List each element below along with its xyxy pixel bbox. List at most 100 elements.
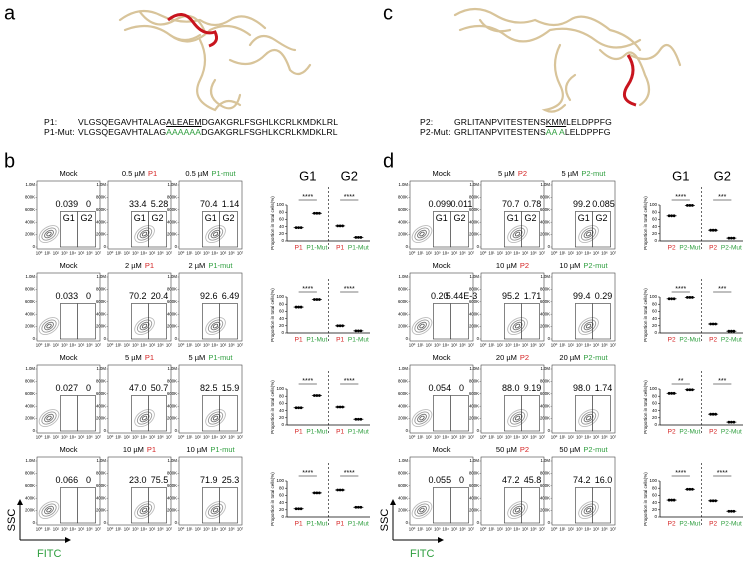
flow-y-tick-label: 600K [96, 391, 106, 396]
contour [139, 321, 150, 331]
flow-x-tick-label: 10⁶ [86, 435, 93, 440]
flow-y-tick-label: 0 [477, 428, 480, 433]
dot-point [711, 228, 715, 232]
flow-x-tick-label: 10⁷ [539, 435, 546, 440]
contour [417, 505, 427, 515]
title-part: 5 µM [125, 353, 142, 362]
flow-x-tick-label: 10³ [203, 251, 210, 256]
contour [411, 317, 433, 336]
flow-y-tick-label: 200K [167, 232, 177, 237]
flow-x-tick-label: 10⁷ [468, 343, 475, 348]
flow-x-tick-label: 10⁴ [442, 435, 449, 440]
dot-x-label: P1 [295, 337, 303, 344]
title-part: Mock [433, 261, 451, 270]
contour [419, 415, 425, 421]
gate-g2-value: 50.7 [151, 383, 169, 393]
dot-point [727, 236, 731, 240]
flow-y-tick-label: 400K [25, 403, 35, 408]
flow-y-tick-label: 600K [540, 207, 550, 212]
dot-y-tick-label: 40 [652, 316, 658, 321]
sequence-label: P2-Mut: [420, 127, 451, 137]
contour [44, 229, 54, 239]
flow-y-tick-label: 600K [398, 483, 408, 488]
title-part: P2-mut [583, 445, 608, 454]
flow-y-tick-label: 800K [469, 471, 479, 476]
flow-x-tick-label: 10⁰ [107, 343, 114, 348]
flow-y-tick-label: 0 [548, 520, 551, 525]
flow-x-tick-label: 10¹ [115, 435, 122, 440]
gate-g1-value: 0.039 [56, 199, 79, 209]
contour [580, 411, 597, 425]
dot-point [294, 507, 298, 511]
flow-plot-title: 5 µM P2-mut [561, 169, 606, 178]
flow-y-tick-label: 0 [477, 336, 480, 341]
flow-x-tick-label: 10⁰ [178, 251, 185, 256]
title-part: P2 [520, 445, 529, 454]
dot-point [714, 412, 718, 416]
contour [207, 411, 224, 425]
dot-y-tick-label: 40 [279, 408, 285, 413]
flow-x-tick-label: 10⁴ [211, 251, 218, 256]
contour [141, 323, 148, 329]
gate-g2 [77, 211, 96, 248]
flow-plot-title: 50 µM P2-mut [559, 445, 608, 454]
dot-point [685, 388, 689, 392]
flow-y-tick-label: 800K [398, 379, 408, 384]
flow-x-tick-label: 10⁶ [530, 527, 537, 532]
flow-y-tick-label: 1.0M [25, 182, 35, 187]
flow-plot-frame [480, 180, 545, 250]
flow-y-tick-label: 400K [167, 311, 177, 316]
flow-x-tick-label: 10³ [576, 251, 583, 256]
dot-point [727, 509, 731, 513]
gate-g1-value: 0.055 [429, 475, 452, 485]
dot-point [732, 329, 736, 333]
flow-x-tick-label: 10² [53, 343, 60, 348]
title-part: 10 µM [186, 445, 207, 454]
flow-y-tick-label: 400K [540, 311, 550, 316]
flow-plot-frame [36, 364, 101, 434]
dot-point [729, 329, 733, 333]
flow-x-tick-label: 10³ [203, 343, 210, 348]
dot-y-tick-label: 0 [654, 514, 657, 519]
flow-y-tick-label: 200K [540, 324, 550, 329]
flow-y-tick-label: 600K [398, 207, 408, 212]
dot-x-label: P1 [295, 521, 303, 528]
dot-y-tick-label: 80 [279, 485, 285, 490]
flow-x-tick-label: 10⁴ [584, 527, 591, 532]
dot-y-tick-label: 40 [652, 500, 658, 505]
contour [585, 231, 592, 237]
flow-x-tick-label: 10² [426, 343, 433, 348]
gate-g2-value: 45.8 [524, 475, 542, 485]
flow-y-tick-label: 600K [25, 483, 35, 488]
dot-y-tick-label: 40 [652, 224, 658, 229]
flow-y-tick-label: 600K [167, 391, 177, 396]
flow-x-tick-label: 10⁵ [451, 435, 458, 440]
contour [139, 505, 150, 515]
flow-x-tick-label: 10¹ [559, 435, 566, 440]
dot-header: G2 [714, 168, 731, 183]
flow-x-tick-label: 10⁶ [530, 343, 537, 348]
flow-y-tick-label: 400K [540, 403, 550, 408]
flow-x-tick-label: 10² [568, 343, 575, 348]
dot-point [354, 505, 358, 509]
dot-point [299, 406, 303, 410]
contour [207, 227, 224, 241]
dot-point [688, 487, 692, 491]
flow-x-tick-label: 10³ [576, 435, 583, 440]
dot-point [297, 226, 301, 230]
flow-y-tick-label: 1.0M [540, 458, 550, 463]
dot-point [359, 329, 363, 333]
title-part: P2-mut [581, 169, 606, 178]
flow-x-tick-label: 10⁶ [228, 527, 235, 532]
panel-letter: b [4, 150, 15, 172]
gate-g2-value: 0 [86, 475, 91, 485]
sequence-part: AA A [545, 127, 565, 137]
flow-x-tick-label: 10⁴ [69, 343, 76, 348]
gate-g1-value: 0.099 [429, 199, 452, 209]
flow-x-tick-label: 10⁰ [551, 251, 558, 256]
flow-x-tick-label: 10⁵ [220, 251, 227, 256]
flow-y-tick-label: 800K [25, 471, 35, 476]
title-part: Mock [60, 445, 78, 454]
flow-x-tick-label: 10⁵ [522, 343, 529, 348]
gate-g1-value: 88.0 [502, 383, 520, 393]
